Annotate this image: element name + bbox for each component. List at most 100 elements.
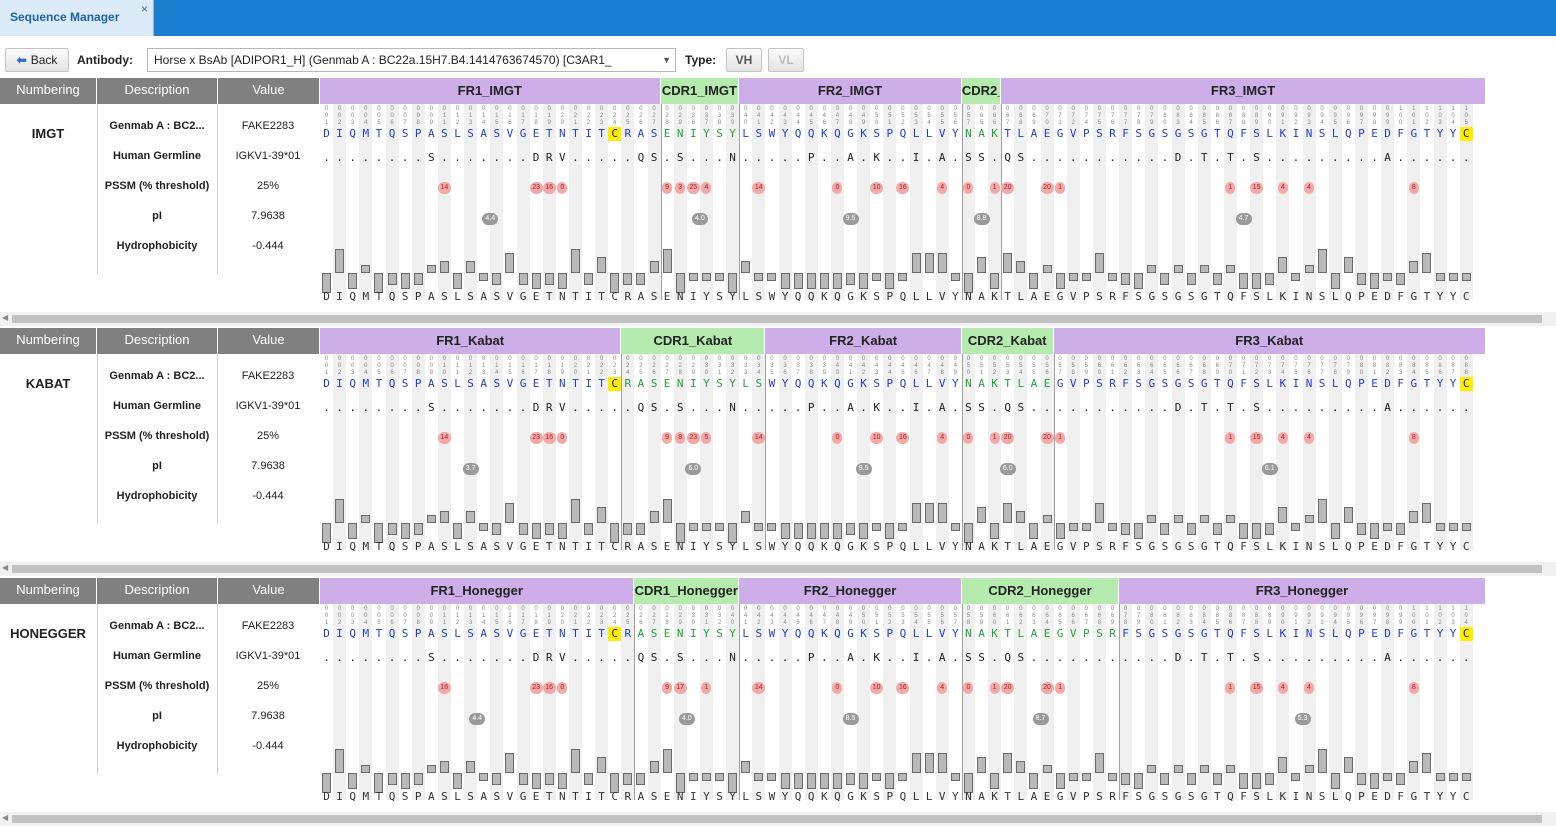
residue[interactable]: Q	[794, 127, 802, 140]
residue[interactable]: R	[624, 627, 632, 640]
residue[interactable]: I	[336, 127, 343, 140]
residue[interactable]: L	[1266, 127, 1273, 140]
residue[interactable]: M	[362, 627, 370, 640]
residue[interactable]: K	[860, 377, 867, 390]
residue[interactable]: Q	[807, 627, 815, 640]
residue[interactable]: V	[506, 627, 514, 640]
residue[interactable]: G	[1200, 627, 1208, 640]
residue[interactable]: L	[454, 627, 461, 640]
residue[interactable]: Y	[1436, 627, 1444, 640]
residue[interactable]: Q	[1227, 127, 1234, 140]
residue[interactable]: R	[624, 127, 632, 140]
region-header-fr2-imgt[interactable]: FR2_IMGT	[739, 78, 962, 104]
residue[interactable]: C	[1459, 127, 1473, 141]
residue[interactable]: T	[572, 627, 579, 640]
residue[interactable]: T	[545, 377, 553, 390]
residue[interactable]: L	[912, 127, 920, 140]
residue[interactable]: G	[1148, 627, 1156, 640]
residue[interactable]: Y	[1449, 627, 1457, 640]
residue[interactable]: S	[493, 627, 501, 640]
residue[interactable]: A	[637, 127, 645, 140]
residue[interactable]: K	[820, 627, 828, 640]
horizontal-scrollbar[interactable]: ◀	[0, 562, 1556, 576]
residue[interactable]: L	[742, 377, 749, 390]
residue[interactable]: G	[1056, 127, 1064, 140]
residue[interactable]: V	[1069, 127, 1077, 140]
residue[interactable]: S	[1135, 127, 1142, 140]
close-icon[interactable]: ×	[141, 2, 149, 16]
residue[interactable]: L	[742, 127, 749, 140]
residue[interactable]: A	[480, 127, 487, 140]
residue[interactable]: N	[965, 127, 972, 140]
residue[interactable]: G	[847, 127, 854, 140]
residue[interactable]: N	[676, 627, 684, 640]
residue[interactable]: A	[1030, 377, 1038, 390]
residue[interactable]: S	[650, 377, 658, 390]
residue[interactable]: S	[650, 627, 658, 640]
residue[interactable]: A	[427, 377, 435, 390]
residue[interactable]: S	[1253, 377, 1260, 390]
residue[interactable]: A	[978, 377, 985, 390]
residue[interactable]: P	[414, 377, 422, 390]
residue[interactable]: Y	[1449, 377, 1457, 390]
residue[interactable]: Q	[794, 377, 802, 390]
residue[interactable]: G	[519, 377, 527, 390]
residue[interactable]: M	[362, 377, 370, 390]
residue[interactable]: P	[1358, 627, 1365, 640]
residue[interactable]: S	[467, 127, 474, 140]
scroll-thumb[interactable]	[12, 565, 1542, 573]
residue[interactable]: S	[1187, 627, 1195, 640]
residue[interactable]: T	[572, 377, 579, 390]
region-header-fr1-imgt[interactable]: FR1_IMGT	[320, 78, 661, 104]
scroll-left-icon[interactable]: ◀	[2, 313, 9, 322]
residue[interactable]: S	[716, 627, 723, 640]
residue[interactable]: L	[1017, 377, 1025, 390]
residue[interactable]: A	[427, 627, 435, 640]
residue[interactable]: Q	[349, 627, 356, 640]
residue[interactable]: E	[663, 127, 671, 140]
residue[interactable]: S	[1135, 627, 1142, 640]
scroll-thumb[interactable]	[12, 815, 1542, 823]
region-header-cdr2-honegger[interactable]: CDR2_Honegger	[961, 578, 1120, 604]
residue[interactable]: Q	[349, 127, 356, 140]
residue[interactable]: L	[1017, 627, 1025, 640]
residue[interactable]: Y	[1436, 377, 1444, 390]
residue[interactable]: P	[1082, 127, 1090, 140]
residue[interactable]: E	[1043, 127, 1051, 140]
residue[interactable]: I	[1292, 377, 1300, 390]
residue[interactable]: F	[1397, 377, 1404, 390]
residue[interactable]: G	[1174, 127, 1182, 140]
residue[interactable]: P	[886, 127, 894, 140]
residue[interactable]: T	[1423, 127, 1431, 140]
residue[interactable]: W	[768, 127, 776, 140]
residue[interactable]: T	[598, 127, 605, 140]
residue[interactable]: I	[689, 127, 697, 140]
residue[interactable]: Q	[807, 127, 815, 140]
residue[interactable]: L	[1331, 377, 1339, 390]
residue[interactable]: G	[1174, 627, 1182, 640]
residue[interactable]: Q	[834, 627, 841, 640]
residue[interactable]: N	[965, 377, 972, 390]
residue[interactable]: T	[1004, 627, 1011, 640]
residue[interactable]: Y	[781, 627, 789, 640]
residue[interactable]: N	[558, 127, 566, 140]
residue[interactable]: K	[860, 627, 867, 640]
residue[interactable]: E	[532, 377, 540, 390]
residue[interactable]: G	[1056, 377, 1064, 390]
residue[interactable]: Q	[1344, 127, 1352, 140]
residue[interactable]: D	[1384, 377, 1391, 390]
region-header-fr1-kabat[interactable]: FR1_Kabat	[320, 328, 622, 354]
region-header-fr2-kabat[interactable]: FR2_Kabat	[765, 328, 962, 354]
residue[interactable]: I	[585, 627, 592, 640]
residue[interactable]: G	[847, 627, 854, 640]
residue[interactable]: T	[545, 127, 553, 140]
residue[interactable]: P	[414, 627, 422, 640]
residue[interactable]: K	[1279, 127, 1287, 140]
residue[interactable]: T	[598, 627, 605, 640]
residue[interactable]: P	[886, 627, 894, 640]
residue[interactable]: Q	[388, 127, 396, 140]
residue[interactable]: L	[912, 377, 920, 390]
residue[interactable]: G	[1148, 377, 1156, 390]
residue[interactable]: G	[1410, 627, 1418, 640]
residue[interactable]: G	[519, 627, 527, 640]
